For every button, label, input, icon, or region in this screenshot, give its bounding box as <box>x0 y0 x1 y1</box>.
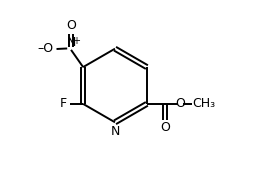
Text: F: F <box>60 97 67 110</box>
Text: +: + <box>72 36 80 46</box>
Text: O: O <box>175 97 185 110</box>
Text: N: N <box>66 36 76 49</box>
Text: O: O <box>66 19 76 32</box>
Text: O: O <box>160 121 170 134</box>
Text: –O: –O <box>37 43 53 56</box>
Text: N: N <box>110 125 120 138</box>
Text: CH₃: CH₃ <box>192 97 215 110</box>
